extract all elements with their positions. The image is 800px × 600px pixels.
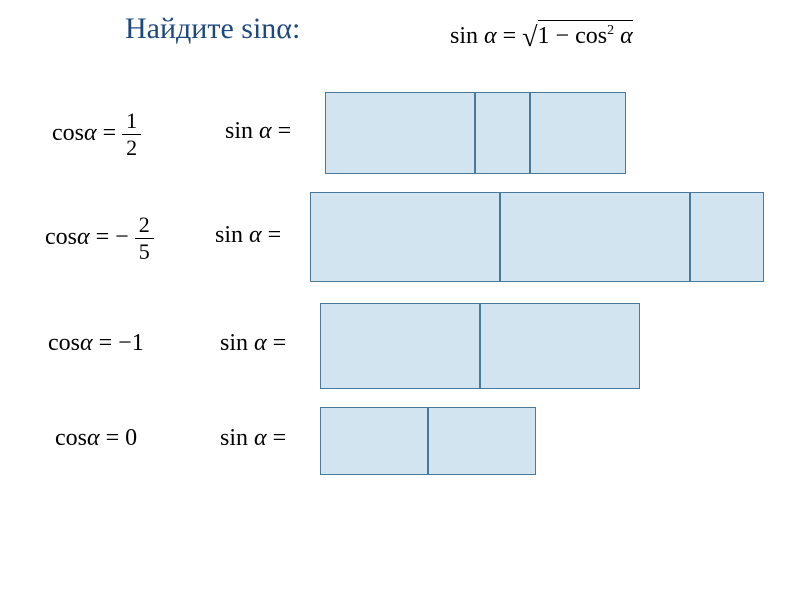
- cos-expr-3: cosα = −1: [48, 330, 144, 357]
- identity-sqrt-alpha: α: [620, 23, 633, 49]
- answer-box-row2-2[interactable]: [690, 192, 764, 282]
- frac-den: 2: [122, 135, 141, 159]
- cos-expr-4: cosα = 0: [55, 425, 137, 452]
- frac-num: 2: [135, 214, 154, 239]
- sin-label: sin: [220, 425, 248, 451]
- cos-eq: =: [103, 120, 117, 146]
- cos-eq: =: [106, 425, 120, 451]
- sin-alpha: α: [254, 330, 267, 356]
- sin-eq: =: [278, 118, 292, 144]
- cos-eq: =: [96, 224, 110, 250]
- cos-value-4: 0: [125, 425, 137, 451]
- cos-value-frac-2: 2 5: [135, 214, 154, 263]
- identity-alpha: α: [484, 23, 497, 49]
- identity-eq: =: [503, 23, 517, 49]
- identity-sqrt-prefix: 1 − cos: [538, 23, 608, 49]
- sqrt-sign-icon: √: [522, 22, 537, 54]
- cos-expr-1: cosα = 1 2: [52, 110, 141, 159]
- answer-box-row2-0[interactable]: [310, 192, 500, 282]
- sin-expr-1: sin α =: [225, 118, 291, 145]
- sin-expr-4: sin α =: [220, 425, 286, 452]
- sin-label: sin: [225, 118, 253, 144]
- cos-alpha: α: [84, 120, 97, 146]
- identity-formula: sin α = √ 1 − cos2 α: [450, 20, 633, 54]
- sin-eq: =: [273, 330, 287, 356]
- identity-sqrt-sup: 2: [607, 23, 614, 38]
- cos-label: cos: [52, 120, 84, 146]
- cos-eq: =: [99, 330, 113, 356]
- sin-alpha: α: [249, 222, 262, 248]
- answer-box-row3-1[interactable]: [480, 303, 640, 389]
- sin-eq: =: [273, 425, 287, 451]
- identity-sin-label: sin: [450, 23, 478, 49]
- cos-label: cos: [45, 224, 77, 250]
- sin-expr-3: sin α =: [220, 330, 286, 357]
- sin-label: sin: [215, 222, 243, 248]
- answer-box-row4-0[interactable]: [320, 407, 428, 475]
- cos-label: cos: [55, 425, 87, 451]
- identity-sqrt: √ 1 − cos2 α: [522, 20, 633, 54]
- page-title: Найдите sinα:: [125, 12, 300, 46]
- sin-alpha: α: [254, 425, 267, 451]
- frac-num: 1: [122, 110, 141, 135]
- cos-alpha: α: [77, 224, 90, 250]
- cos-alpha: α: [80, 330, 93, 356]
- answer-box-row2-1[interactable]: [500, 192, 690, 282]
- answer-box-row3-0[interactable]: [320, 303, 480, 389]
- answer-box-row1-1[interactable]: [475, 92, 530, 174]
- cos-value-3: −1: [118, 330, 144, 356]
- answer-box-row4-1[interactable]: [428, 407, 536, 475]
- sin-expr-2: sin α =: [215, 222, 281, 249]
- cos-expr-2: cosα = − 2 5: [45, 214, 154, 263]
- sin-eq: =: [268, 222, 282, 248]
- cos-alpha: α: [87, 425, 100, 451]
- cos-label: cos: [48, 330, 80, 356]
- sin-alpha: α: [259, 118, 272, 144]
- neg-sign: −: [115, 224, 129, 250]
- sin-label: sin: [220, 330, 248, 356]
- answer-box-row1-0[interactable]: [325, 92, 475, 174]
- cos-value-frac-1: 1 2: [122, 110, 141, 159]
- frac-den: 5: [135, 239, 154, 263]
- answer-box-row1-2[interactable]: [530, 92, 626, 174]
